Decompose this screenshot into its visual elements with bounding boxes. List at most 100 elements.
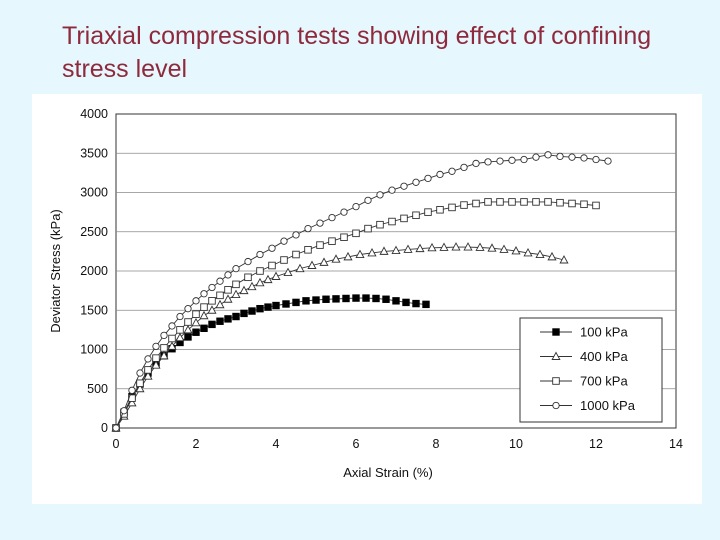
data-point-circle-open [328,213,336,222]
data-point-circle-open [412,178,420,186]
legend-entry: 700 kPa [540,374,628,389]
data-point-square-open [520,198,528,206]
data-point-square-open [376,220,384,229]
data-point-circle-open [160,331,168,340]
data-point-square-open [448,203,456,212]
data-point-square-filled [292,298,300,307]
data-point-square-open [328,237,336,245]
data-point-square-open [292,250,300,259]
data-point-circle-open [208,283,216,292]
data-point-triangle-open [247,281,257,291]
data-point-circle-open [424,174,432,183]
data-point-triangle-open [151,360,161,369]
data-point-circle-open [568,153,576,161]
data-point-circle-open [216,277,224,285]
series-group [111,151,612,432]
legend-entry: 1000 kPa [540,398,636,413]
data-point-square-filled [248,307,256,315]
y-tick-label: 500 [87,382,108,396]
data-point-square-filled [240,309,248,318]
data-point-triangle-open [215,299,225,309]
data-point-square-open [152,354,160,362]
data-point-triangle-open [135,383,145,393]
data-point-triangle-open [427,242,437,252]
x-tick-label: 6 [353,437,360,451]
data-point-square-filled [342,294,350,303]
data-point-triangle-open [263,274,273,284]
data-point-triangle-open [511,246,521,255]
data-point-triangle-open [367,248,377,257]
data-point-square-open [388,217,396,226]
data-point-circle-open [556,152,564,161]
data-point-triangle-open [535,249,545,258]
data-point-square-filled [282,300,290,308]
data-point-square-filled [352,294,360,302]
data-point-triangle-open [319,257,329,266]
data-point-triangle-open [199,310,209,320]
x-tick-label: 0 [113,437,120,451]
data-point-circle-open [592,155,600,164]
data-point-triangle-open [343,251,353,261]
deviator-stress-chart: 0 500 1000 1500 2000 2500 3000 3500 4000 0 2 4 6 8 10… [48,107,683,480]
series-line [115,201,597,429]
data-point-square-filled [402,298,410,307]
data-point-square-open [508,198,516,206]
data-point-square-open [200,303,208,311]
y-tick-label: 2000 [80,264,108,278]
legend-box [519,317,663,423]
data-point-square-open [208,297,216,305]
data-point-square-open [224,286,232,294]
data-point-square-open [340,233,348,241]
data-point-square-filled [216,317,224,325]
data-point-triangle-open [239,285,249,295]
data-point-square-filled [422,300,430,309]
data-point-triangle-open [331,254,341,263]
data-point-square-filled [192,328,200,336]
data-point-triangle-open [463,242,473,251]
data-point-circle-open [316,219,324,227]
y-axis-label: Deviator Stress (kPa) [48,209,63,333]
data-point-square-open [472,199,480,208]
data-point-circle-open [128,386,136,394]
data-point-square-open [304,246,312,254]
data-point-circle-open [400,182,408,190]
data-point-triangle-open [175,332,185,342]
data-point-circle-open [136,369,144,377]
data-point-triangle-open [379,246,389,255]
data-point-triangle-open [475,242,485,251]
data-point-circle-open [304,224,312,233]
data-point-square-open [496,198,504,206]
data-point-square-filled [232,312,240,321]
x-tick-label: 14 [669,437,683,451]
data-point-square-open [484,198,492,206]
data-point-square-filled [312,296,320,304]
data-point-square-open [232,280,240,289]
data-point-circle-open [604,157,612,165]
data-point-circle-open [460,163,468,172]
x-tick-label: 2 [193,437,200,451]
data-point-circle-open [580,154,588,162]
slide-title: Triaxial compression tests showing effec… [62,22,652,83]
data-point-square-open [216,291,224,300]
data-point-circle-open [484,158,492,166]
data-point-square-open [544,198,552,206]
data-point-square-filled [412,299,420,308]
data-point-square-open [436,206,444,214]
data-point-square-open [580,200,588,209]
data-point-square-filled [362,294,370,302]
legend-entry: 100 kPa [540,325,628,340]
data-point-triangle-open [487,243,497,252]
data-point-square-open [176,326,184,334]
data-point-square-open [460,201,468,209]
data-point-circle-open [496,157,504,165]
data-point-circle-open [168,322,176,330]
data-point-circle-open [364,196,372,205]
data-point-square-filled [382,295,390,303]
data-point-triangle-open [295,263,305,273]
data-point-square-filled [200,324,208,333]
data-point-square-open [400,214,408,223]
data-point-circle-open [280,237,288,245]
x-tick-label: 8 [433,437,440,451]
data-point-circle-open [552,401,560,410]
data-point-circle-open [388,186,396,194]
